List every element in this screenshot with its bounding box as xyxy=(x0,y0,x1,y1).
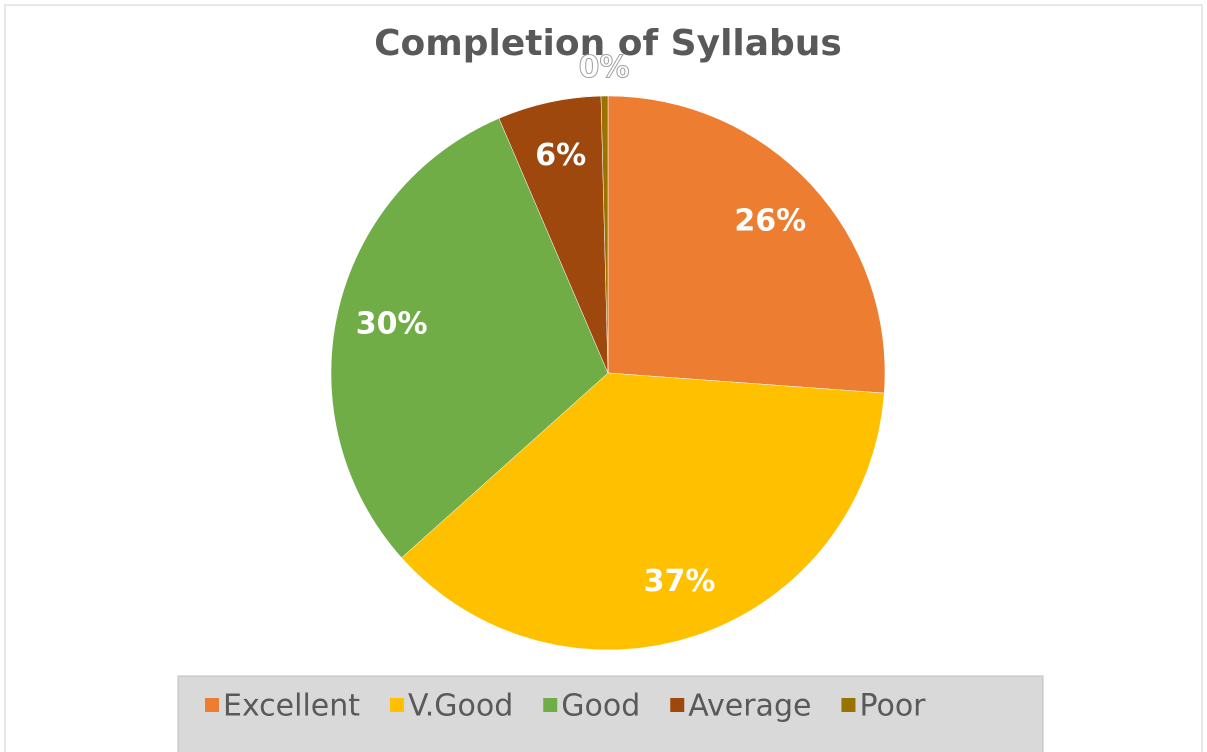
legend-label: V.Good xyxy=(408,689,513,724)
legend-label: Average xyxy=(688,689,811,724)
legend-swatch xyxy=(670,698,685,712)
data-label: 30% xyxy=(356,307,428,342)
pie-slice xyxy=(600,95,609,374)
pie-slice xyxy=(607,95,886,394)
pie-slice xyxy=(330,118,609,559)
legend-swatch xyxy=(205,698,219,712)
pie-slice xyxy=(401,372,885,651)
legend-label: Good xyxy=(561,689,640,724)
data-label: 0% xyxy=(579,50,630,85)
legend-swatch xyxy=(390,698,405,712)
legend-box xyxy=(177,675,1044,752)
legend-label: Poor xyxy=(859,689,926,724)
legend-label: Excellent xyxy=(223,689,360,724)
legend-swatch xyxy=(841,698,856,712)
chart-title: Completion of Syllabus xyxy=(374,23,842,64)
data-label: 6% xyxy=(535,138,586,173)
legend-swatch xyxy=(543,698,558,712)
data-label: 37% xyxy=(644,564,716,599)
data-label: 26% xyxy=(734,204,806,239)
